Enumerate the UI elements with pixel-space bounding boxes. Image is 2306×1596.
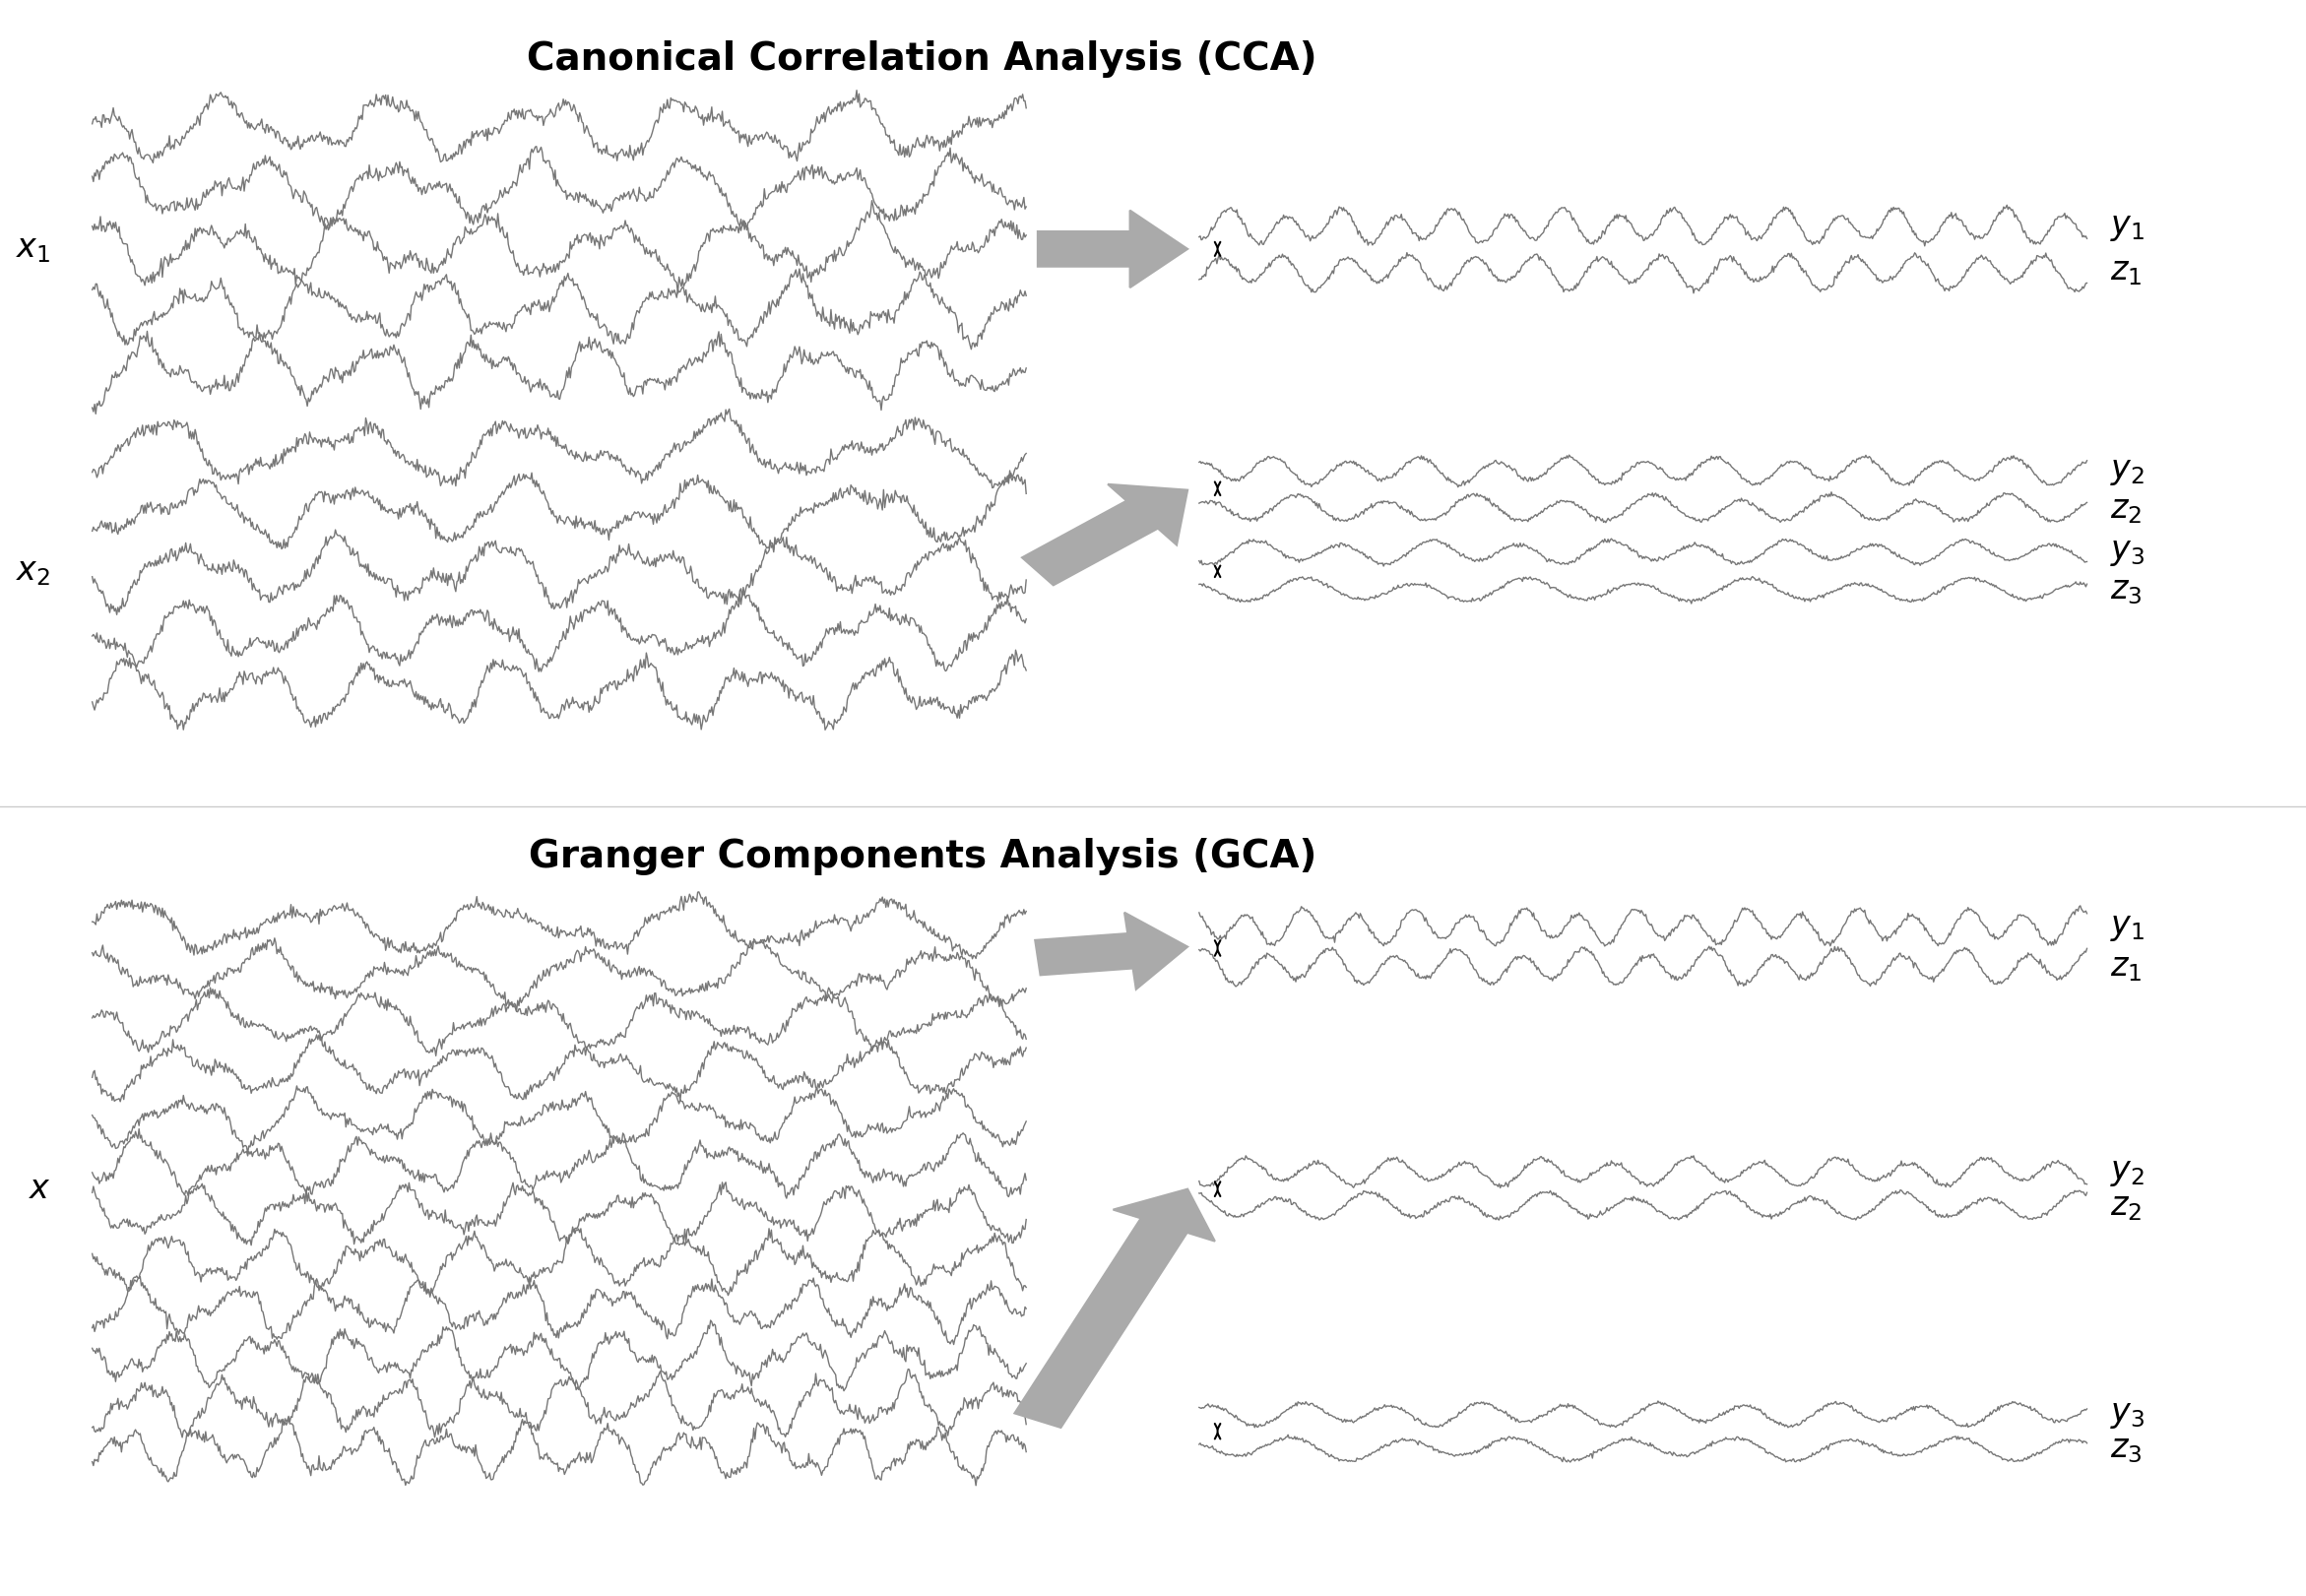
Text: $x_1$: $x_1$ xyxy=(16,233,51,265)
FancyArrow shape xyxy=(1035,913,1188,990)
Text: $y_3$: $y_3$ xyxy=(2110,1398,2145,1430)
Text: $z_2$: $z_2$ xyxy=(2110,1191,2142,1223)
Text: $y_2$: $y_2$ xyxy=(2110,455,2145,487)
Text: $z_3$: $z_3$ xyxy=(2110,575,2142,606)
Text: $z_3$: $z_3$ xyxy=(2110,1432,2142,1465)
FancyArrow shape xyxy=(1022,484,1188,586)
Text: Granger Components Analysis (GCA): Granger Components Analysis (GCA) xyxy=(528,838,1317,875)
Text: $z_1$: $z_1$ xyxy=(2110,951,2142,983)
FancyArrow shape xyxy=(1038,211,1188,287)
Text: $y_1$: $y_1$ xyxy=(2110,910,2145,943)
Text: $y_3$: $y_3$ xyxy=(2110,536,2145,568)
Text: $z_2$: $z_2$ xyxy=(2110,493,2142,525)
Text: $z_1$: $z_1$ xyxy=(2110,255,2142,287)
Text: $x_2$: $x_2$ xyxy=(16,555,51,587)
Text: Canonical Correlation Analysis (CCA): Canonical Correlation Analysis (CCA) xyxy=(528,40,1317,77)
Text: $y_1$: $y_1$ xyxy=(2110,211,2145,243)
Text: $x$: $x$ xyxy=(28,1173,51,1205)
Text: $y_2$: $y_2$ xyxy=(2110,1156,2145,1187)
FancyArrow shape xyxy=(1015,1189,1215,1427)
